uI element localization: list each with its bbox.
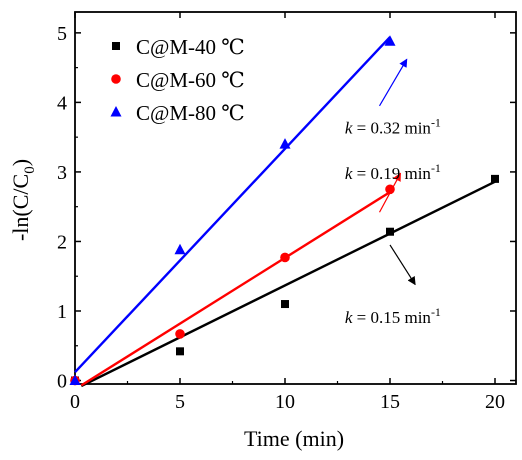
y-tick-label: 4 <box>57 92 67 114</box>
plot-frame <box>74 11 517 385</box>
data-point <box>386 227 394 236</box>
y-tick-label: 5 <box>57 23 67 45</box>
x-tick-label: 15 <box>380 391 400 413</box>
data-point <box>174 243 186 255</box>
annotation-arrow <box>378 58 408 107</box>
legend-label: C@M-80 ℃ <box>136 101 245 125</box>
rate-label: k = 0.15 min-1 <box>345 305 441 327</box>
y-tick-label: 2 <box>57 231 67 253</box>
y-tick-label: 3 <box>57 162 67 184</box>
legend: C@M-40 ℃ C@M-60 ℃ C@M-80 ℃ <box>110 35 245 125</box>
fit-line <box>74 36 391 374</box>
fit-lines <box>74 36 496 388</box>
x-axis-label: Time (min) <box>244 426 344 451</box>
data-point <box>385 184 395 195</box>
fit-line <box>80 180 496 388</box>
legend-marker <box>111 74 121 84</box>
legend-marker <box>112 42 120 50</box>
axis-ticks: 0 5 10 15 20 0 1 2 3 4 5 <box>57 12 516 413</box>
y-tick-label: 1 <box>57 301 67 323</box>
annotation-arrow <box>389 244 416 286</box>
x-tick-label: 5 <box>175 391 185 413</box>
data-point <box>176 347 184 356</box>
fit-line <box>80 191 391 387</box>
annotation-arrow <box>378 172 402 213</box>
legend-label: C@M-60 ℃ <box>136 68 245 92</box>
data-point <box>279 138 291 149</box>
rate-label: k = 0.19 min-1 <box>345 161 441 183</box>
legend-label: C@M-40 ℃ <box>136 35 245 59</box>
data-point <box>384 35 396 46</box>
x-tick-label: 0 <box>70 391 80 413</box>
rate-label: k = 0.32 min-1 <box>345 116 441 138</box>
y-axis-label: -ln(C/C0) <box>8 159 38 241</box>
data-points <box>69 35 499 386</box>
y-tick-label: 0 <box>57 371 67 393</box>
data-point <box>281 300 289 309</box>
svg-text:-ln(C/C0): -ln(C/C0) <box>8 159 38 241</box>
data-point <box>69 374 81 386</box>
data-point <box>491 174 499 183</box>
data-point <box>175 329 185 339</box>
legend-marker <box>110 106 122 117</box>
data-point <box>280 252 290 263</box>
x-tick-label: 20 <box>485 391 505 413</box>
x-tick-label: 10 <box>275 391 295 413</box>
rate-annotations: k = 0.32 min-1 k = 0.19 min-1 k = 0.15 min… <box>345 58 441 327</box>
